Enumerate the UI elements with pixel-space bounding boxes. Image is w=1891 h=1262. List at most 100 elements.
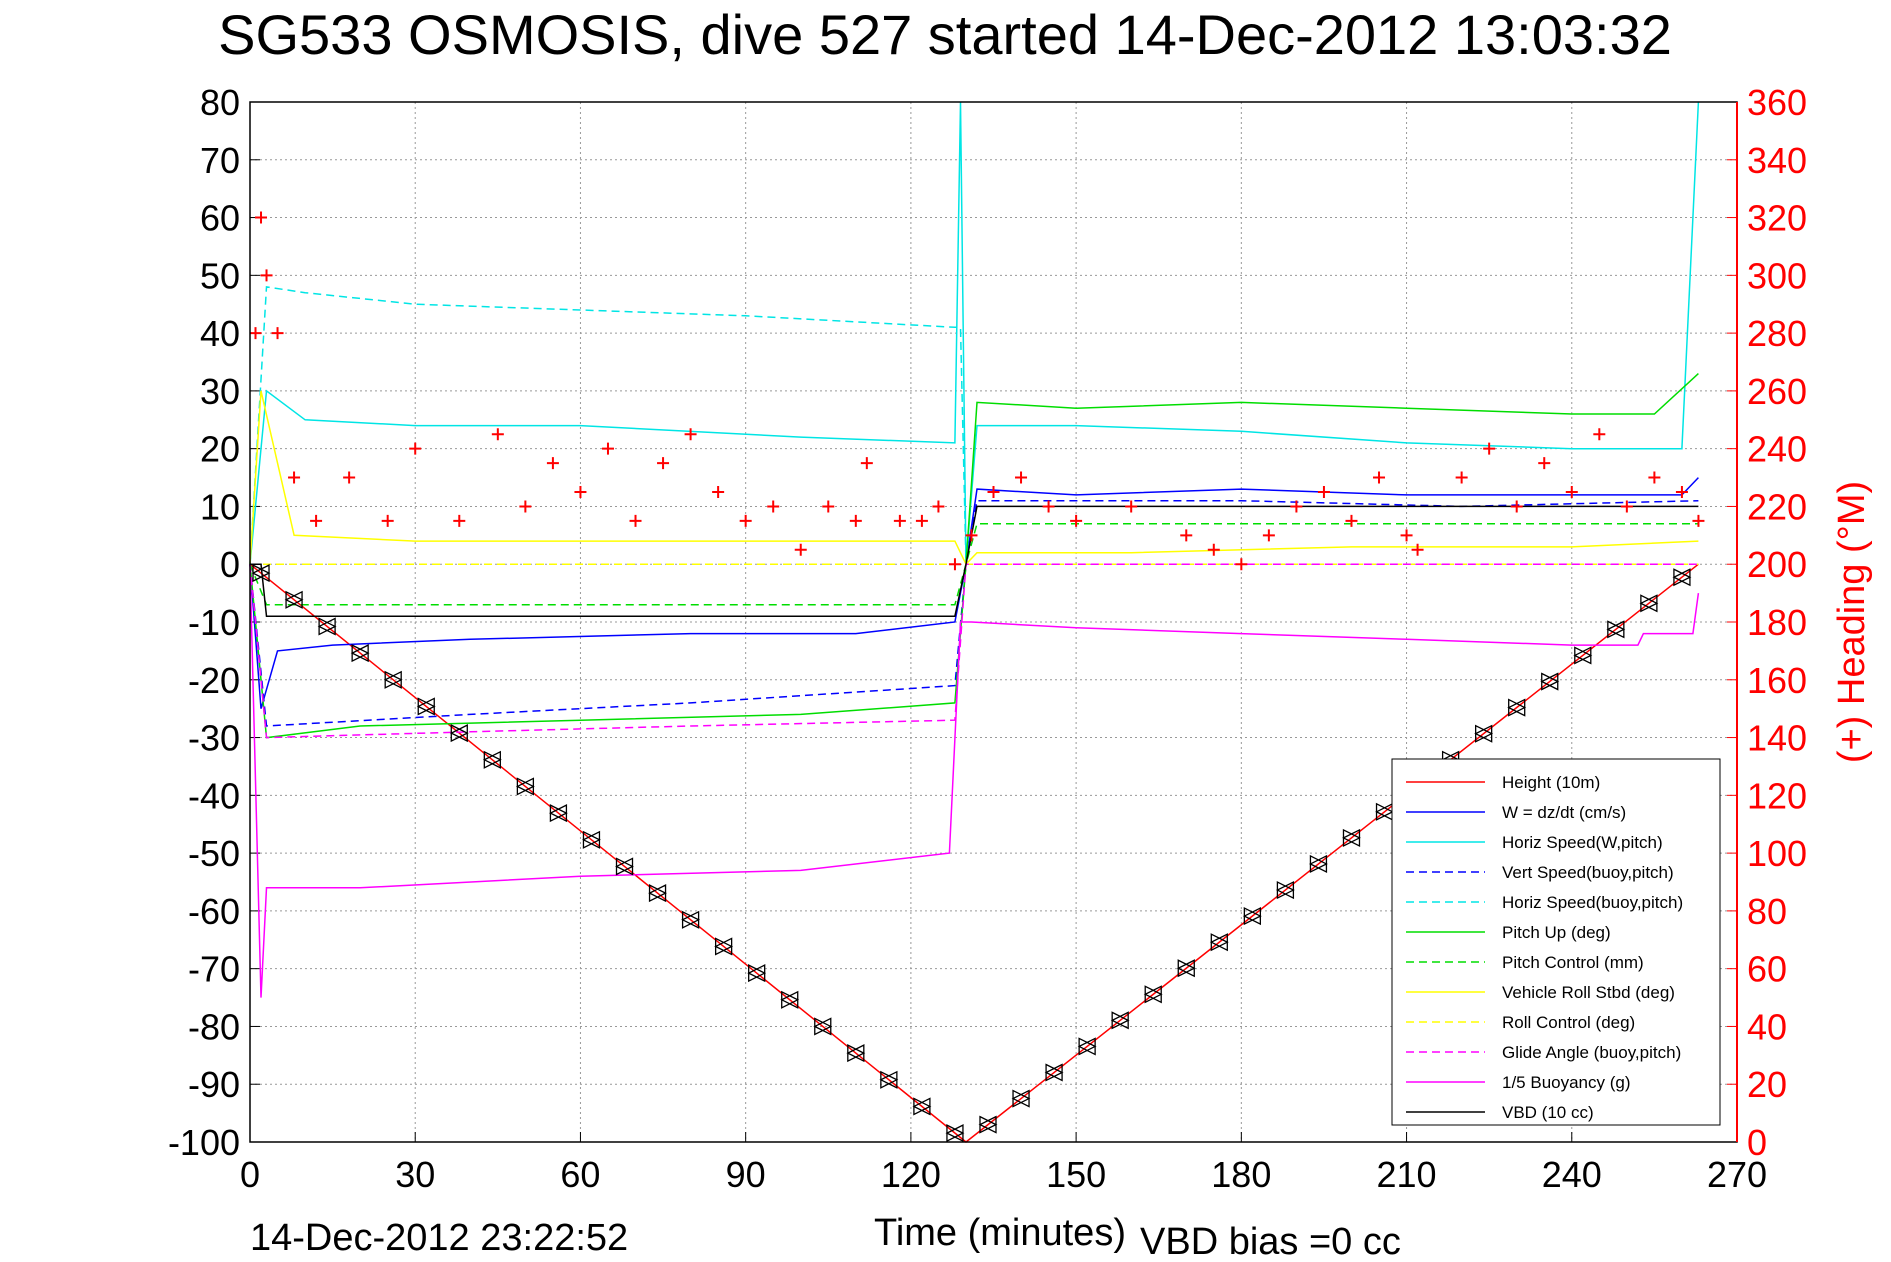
heading-point: [1675, 486, 1688, 498]
legend-label: Horiz Speed(buoy,pitch): [1502, 893, 1683, 912]
heading-point: [310, 514, 323, 527]
y2-tick-label: 240: [1747, 429, 1807, 470]
depth-marker: [747, 964, 767, 983]
depth-markers: [251, 564, 1692, 1143]
depth-marker: [1573, 646, 1593, 665]
y-tick-label: -40: [188, 775, 240, 816]
x-tick-label: 210: [1377, 1154, 1437, 1195]
heading-point: [1620, 500, 1633, 513]
series-glide-angle-buoy-pitch: [249, 563, 1699, 739]
y2-tick-label: 40: [1747, 1006, 1787, 1047]
depth-marker: [449, 724, 469, 743]
y2-tick-label: 160: [1747, 660, 1807, 701]
depth-marker: [582, 830, 601, 849]
heading-point: [260, 269, 273, 282]
y2-tick-label: 100: [1747, 833, 1807, 874]
series-heading: [249, 211, 1705, 571]
y-tick-label: 80: [200, 82, 240, 123]
x-tick-label: 180: [1211, 1154, 1271, 1195]
series-vbd-10-cc: [250, 505, 1699, 617]
y2-tick-label: 300: [1747, 255, 1807, 296]
x-tick-label: 240: [1542, 1154, 1602, 1195]
x-tick-label: 270: [1707, 1154, 1767, 1195]
legend: Height (10m) W = dz/dt (cm/s) Horiz Speed(…: [1391, 758, 1721, 1126]
x-axis-label: Time (minutes): [874, 1212, 1126, 1254]
depth-marker: [1606, 620, 1626, 639]
depth-marker: [515, 777, 535, 796]
heading-point: [255, 211, 268, 224]
depth-marker: [1209, 933, 1229, 952]
footer-timestamp: 14-Dec-2012 23:22:52: [250, 1217, 628, 1259]
heading-point: [822, 500, 835, 513]
heading-point: [987, 486, 1000, 498]
heading-point: [860, 457, 873, 470]
depth-marker: [912, 1097, 932, 1116]
y-tick-label: -60: [188, 891, 240, 932]
y2-tick-labels: 3603403203002802602402202001801601401201…: [1747, 82, 1807, 1163]
heading-point: [519, 500, 532, 513]
depth-marker: [1639, 594, 1659, 613]
heading-point: [1692, 514, 1705, 527]
heading-point: [1070, 514, 1083, 527]
heading-point: [948, 558, 961, 571]
heading-point: [288, 471, 301, 484]
y2-tick-label: 180: [1747, 602, 1807, 643]
y2-tick-label: 80: [1747, 891, 1787, 932]
legend-label: Horiz Speed(W,pitch): [1502, 833, 1663, 852]
heading-point: [1411, 543, 1424, 556]
depth-marker: [1474, 724, 1494, 743]
depth-marker: [383, 670, 403, 689]
heading-point: [1125, 500, 1138, 513]
y-tick-label: -30: [188, 718, 240, 759]
heading-point: [1593, 428, 1606, 441]
heading-point: [249, 327, 262, 340]
y-tick-label: -90: [188, 1064, 240, 1105]
heading-point: [271, 327, 284, 340]
depth-marker: [1176, 959, 1196, 978]
y2-tick-label: 260: [1747, 371, 1807, 412]
heading-point: [739, 514, 752, 527]
heading-point: [409, 442, 422, 455]
depth-marker: [615, 857, 634, 876]
depth-marker: [1242, 907, 1262, 926]
y2-tick-label: 360: [1747, 82, 1807, 123]
depth-marker: [681, 910, 701, 929]
depth-marker: [1110, 1011, 1130, 1030]
heading-point: [343, 471, 356, 484]
y2-tick-label: 220: [1747, 486, 1807, 527]
x-tick-label: 60: [560, 1154, 600, 1195]
depth-marker: [350, 644, 370, 663]
y-tick-label: 30: [200, 371, 240, 412]
vbd-bias: VBD bias =0 cc: [1140, 1221, 1401, 1262]
y2-tick-label: 140: [1747, 718, 1807, 759]
heading-point: [794, 543, 807, 556]
series-pitch-control-mm: [249, 523, 1699, 606]
depth-marker: [548, 804, 568, 823]
y-tick-label: -50: [188, 833, 240, 874]
heading-point: [849, 514, 862, 527]
legend-label: Pitch Control (mm): [1502, 953, 1644, 972]
depth-marker: [846, 1044, 866, 1063]
depth-marker: [1342, 828, 1361, 847]
heading-point: [629, 514, 642, 527]
depth-marker: [284, 590, 304, 609]
y2-axis-label: (+) Heading (°M): [1831, 481, 1873, 763]
depth-marker: [648, 884, 668, 903]
y2-tick-label: 320: [1747, 198, 1807, 239]
heading-point: [1207, 543, 1220, 556]
legend-label: Vert Speed(buoy,pitch): [1502, 863, 1674, 882]
heading-point: [546, 457, 559, 470]
x-tick-label: 30: [395, 1154, 435, 1195]
legend-label: W = dz/dt (cm/s): [1502, 803, 1626, 822]
y-tick-label: 60: [200, 198, 240, 239]
y-tick-label: -80: [188, 1006, 240, 1047]
x-tick-label: 90: [726, 1154, 766, 1195]
depth-marker: [1540, 672, 1560, 691]
y-tick-label: 10: [200, 486, 240, 527]
legend-label: Height (10m): [1502, 773, 1600, 792]
y2-tick-label: 60: [1747, 949, 1787, 990]
y-tick-label: 70: [200, 140, 240, 181]
series-horiz-speed-buoy-pitch: [249, 286, 967, 565]
depth-marker: [813, 1017, 833, 1036]
